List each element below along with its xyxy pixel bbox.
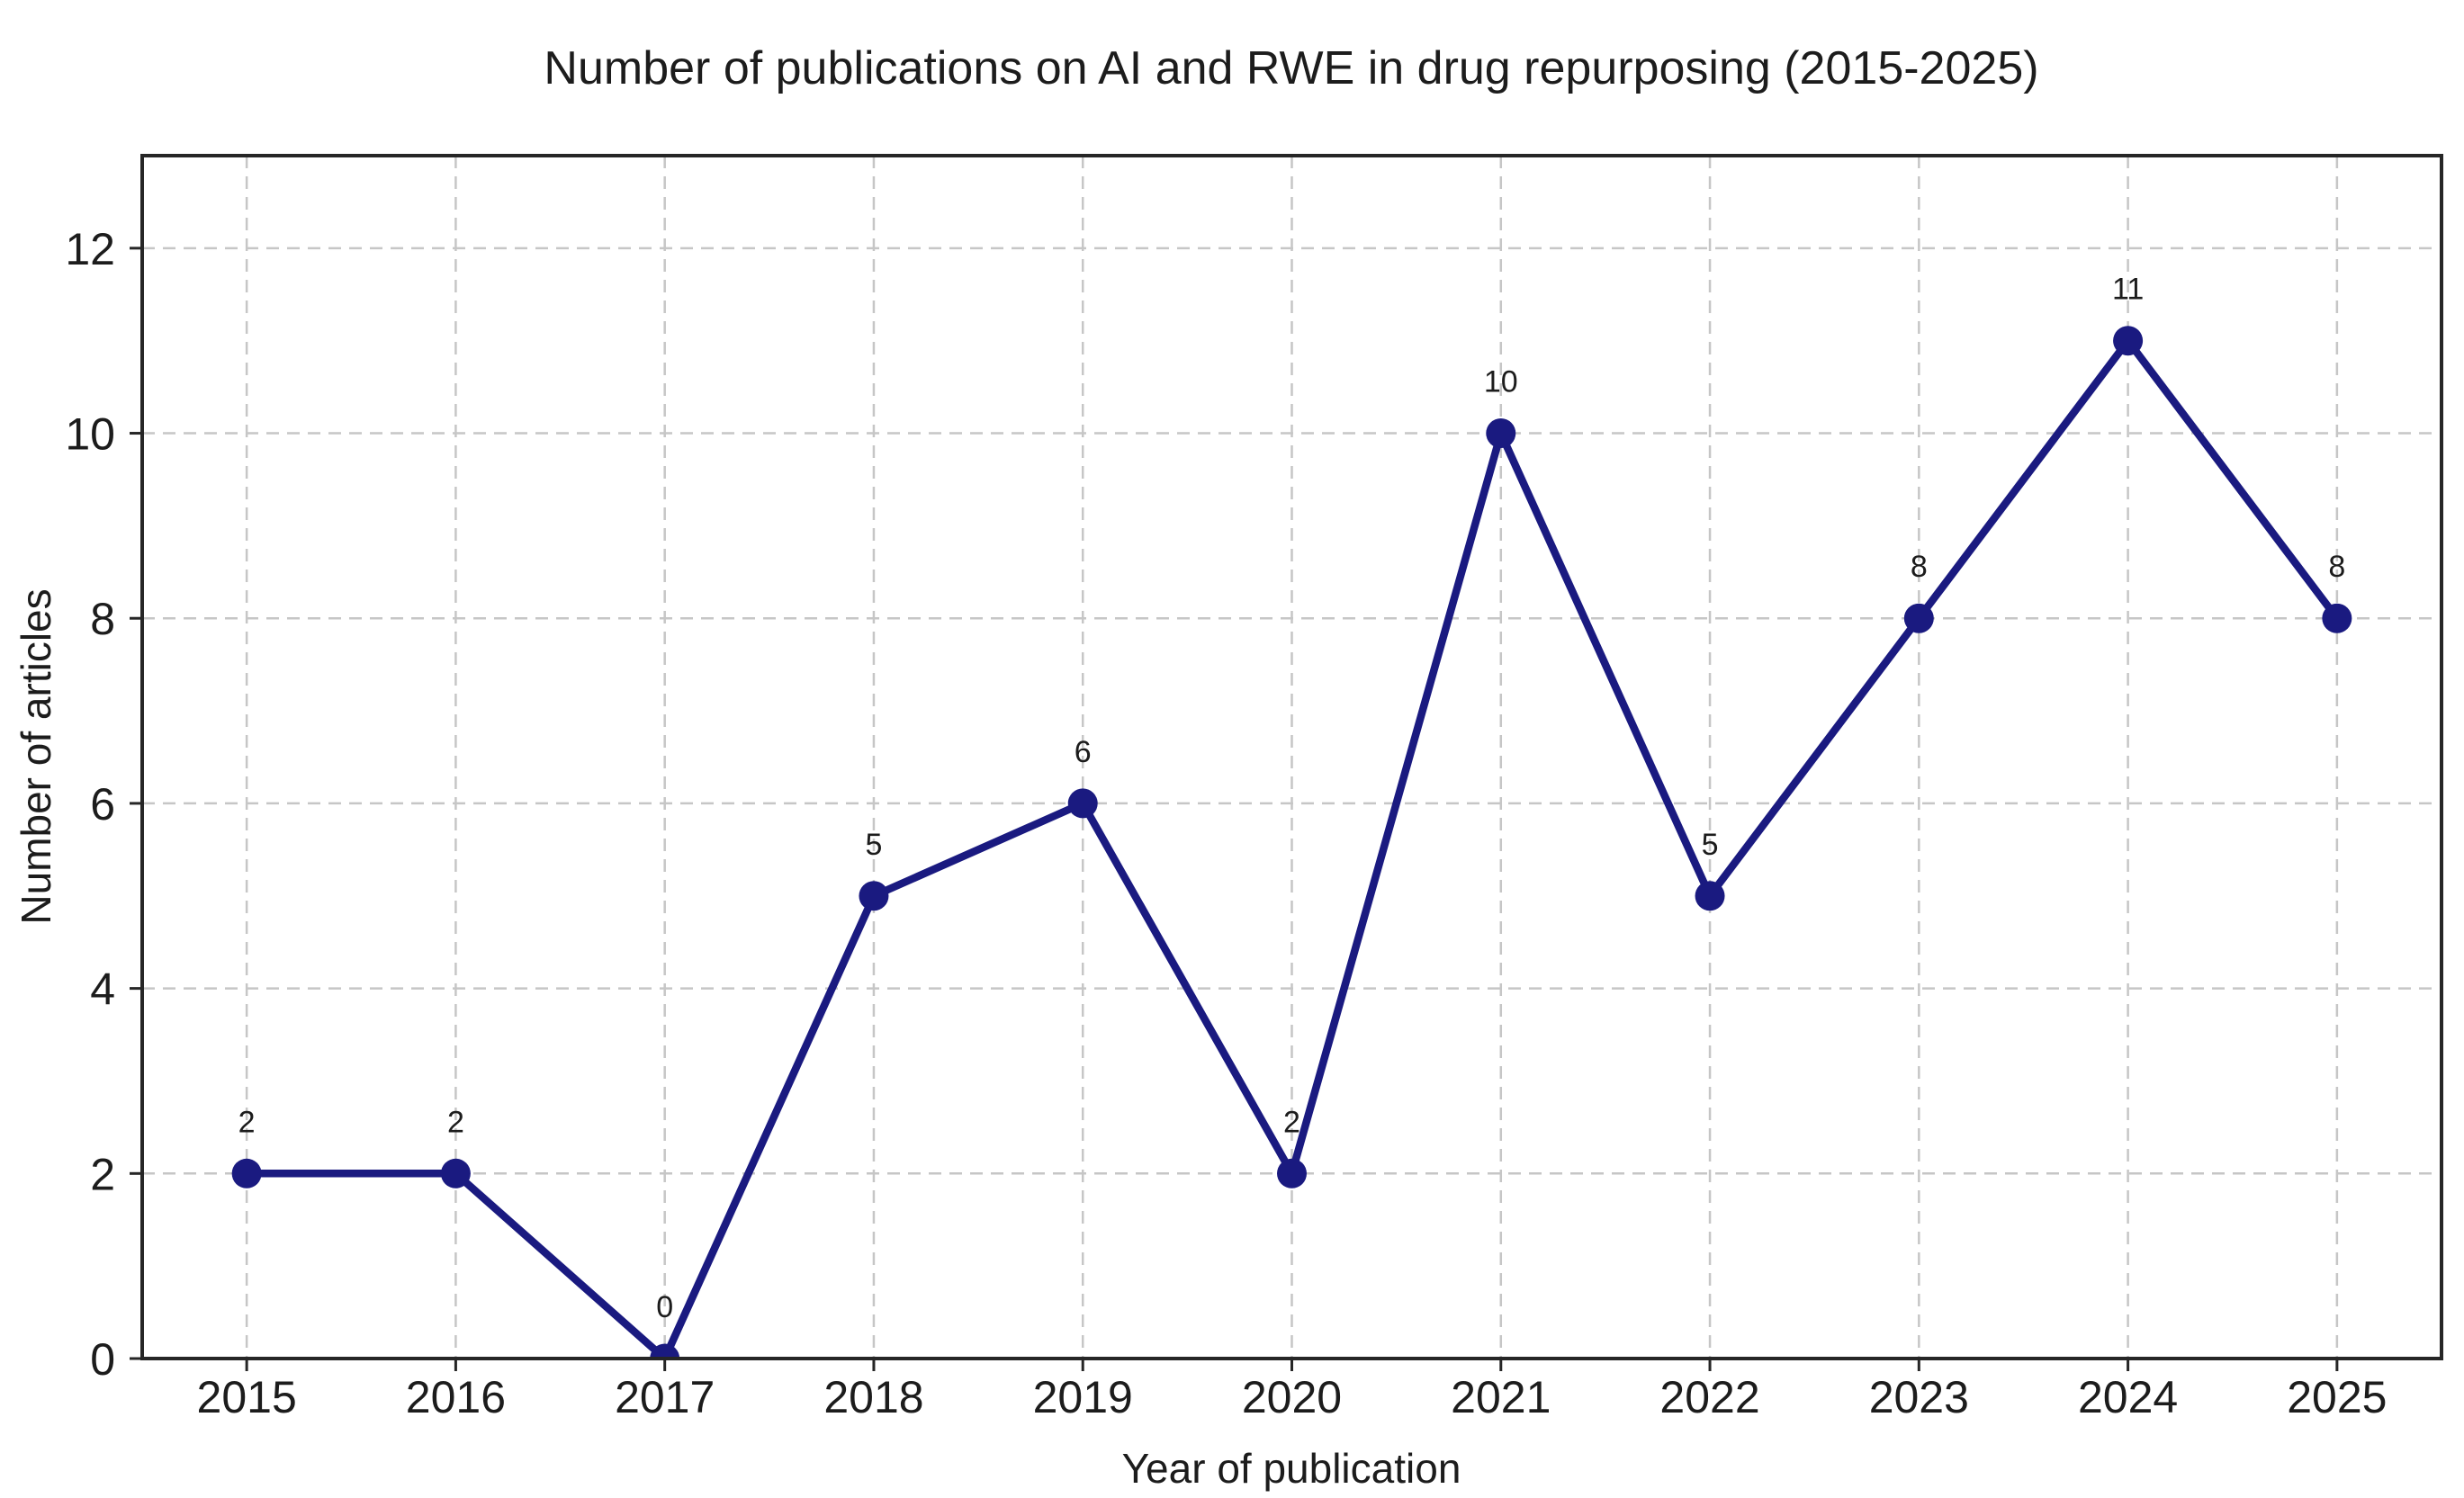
- data-point-label-2020: 2: [1283, 1105, 1300, 1139]
- data-point-label-2022: 5: [1702, 828, 1719, 862]
- data-point-2022: [1695, 881, 1725, 911]
- data-point-2020: [1277, 1158, 1307, 1189]
- data-point-label-2019: 6: [1075, 735, 1092, 769]
- grid-layer: [142, 156, 2442, 1359]
- y-tick-label-6: 6: [90, 779, 115, 830]
- y-tick-label-12: 12: [65, 224, 115, 274]
- data-point-2023: [1903, 603, 1934, 633]
- y-tick-label-10: 10: [65, 409, 115, 460]
- x-tick-label-2018: 2018: [823, 1372, 923, 1422]
- axes-layer: 2015 2016 2017 2018 2019 2020 2021 2022 2023 2024…: [65, 154, 2443, 1422]
- x-tick-label-2024: 2024: [2078, 1372, 2178, 1422]
- data-point-label-2018: 5: [865, 828, 882, 862]
- y-tick-label-2: 2: [90, 1149, 115, 1199]
- data-point-2015: [231, 1158, 262, 1189]
- data-point-2018: [859, 881, 889, 911]
- x-tick-label-2023: 2023: [1869, 1372, 1969, 1422]
- series-layer: [231, 326, 2352, 1359]
- x-tick-label-2017: 2017: [615, 1372, 715, 1422]
- data-point-label-2025: 8: [2328, 550, 2345, 584]
- data-point-2016: [440, 1158, 471, 1189]
- data-point-2024: [2113, 326, 2144, 356]
- x-tick-label-2020: 2020: [1242, 1372, 1342, 1422]
- data-point-label-2023: 8: [1911, 550, 1928, 584]
- x-axis-title: Year of publication: [1122, 1445, 1461, 1492]
- x-tick-label-2016: 2016: [406, 1372, 506, 1422]
- data-point-2025: [2322, 603, 2352, 633]
- x-tick-label-2021: 2021: [1451, 1372, 1551, 1422]
- data-point-2017: [650, 1343, 680, 1359]
- y-tick-label-8: 8: [90, 594, 115, 644]
- label-layer: 2 2 0 5 6 2 10 5 8 11 8: [238, 273, 2346, 1324]
- y-tick-label-4: 4: [90, 964, 115, 1015]
- x-tick-label-2022: 2022: [1659, 1372, 1759, 1422]
- y-axis-title: Number of articles: [13, 588, 59, 924]
- data-point-label-2016: 2: [447, 1105, 464, 1139]
- x-tick-label-2025: 2025: [2287, 1372, 2387, 1422]
- x-tick-label-2015: 2015: [197, 1372, 297, 1422]
- y-tick-label-0: 0: [90, 1334, 115, 1385]
- data-point-label-2015: 2: [238, 1105, 256, 1139]
- x-tick-label-2019: 2019: [1033, 1372, 1133, 1422]
- data-point-2021: [1486, 418, 1516, 449]
- data-point-2019: [1067, 788, 1098, 819]
- chart-title: Number of publications on AI and RWE in …: [544, 42, 2038, 94]
- data-point-label-2024: 11: [2112, 273, 2144, 307]
- data-point-label-2017: 0: [656, 1290, 673, 1324]
- data-point-label-2021: 10: [1484, 365, 1518, 399]
